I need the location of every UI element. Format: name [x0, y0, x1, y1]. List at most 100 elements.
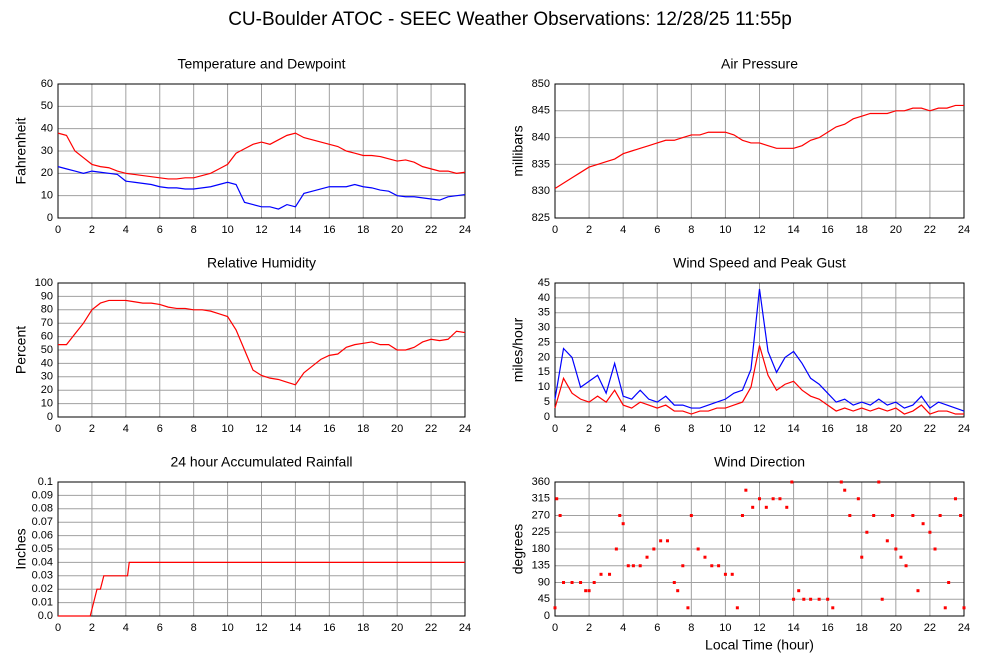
y-tick-label: 0.08 [32, 503, 53, 515]
y-tick-label: 830 [532, 185, 550, 197]
data-point [740, 514, 744, 517]
x-tick-label: 24 [459, 224, 471, 236]
x-tick-label: 0 [552, 622, 558, 634]
chart-title: 24 hour Accumulated Rainfall [170, 454, 352, 470]
y-tick-label: 360 [532, 476, 550, 488]
y-tick-label: 0 [47, 411, 53, 423]
data-point [943, 606, 947, 610]
data-point [562, 581, 566, 584]
data-point [599, 572, 603, 576]
data-point [938, 514, 942, 517]
x-tick-label: 14 [289, 224, 301, 236]
x-tick-label: 18 [357, 423, 369, 435]
data-point [672, 581, 676, 584]
y-tick-label: 35 [538, 307, 550, 319]
data-point [592, 581, 596, 584]
x-tick-label: 8 [688, 224, 694, 236]
data-point [848, 514, 852, 517]
x-tick-label: 24 [459, 423, 471, 435]
x-tick-label: 6 [654, 622, 660, 634]
data-point [587, 589, 591, 593]
x-tick-label: 18 [856, 423, 868, 435]
y-tick-label: 10 [538, 381, 550, 393]
x-tick-label: 12 [753, 622, 765, 634]
x-tick-label: 14 [289, 622, 301, 634]
data-line [57, 132, 466, 180]
data-point [758, 497, 761, 501]
data-point [802, 597, 806, 601]
y-tick-label: 70 [41, 317, 53, 329]
data-point [730, 572, 734, 576]
data-point [872, 514, 876, 517]
y-tick-label: 270 [532, 509, 550, 521]
y-tick-label: 840 [532, 132, 550, 144]
y-tick-label: 0.06 [32, 530, 53, 542]
x-tick-label: 24 [958, 224, 970, 236]
data-point [676, 589, 680, 593]
data-point [555, 497, 559, 501]
data-point [751, 505, 755, 509]
x-tick-label: 2 [586, 423, 592, 435]
x-tick-label: 10 [719, 622, 731, 634]
y-tick-label: 10 [41, 398, 53, 410]
data-point [792, 597, 796, 601]
data-point [579, 581, 583, 584]
x-tick-label: 22 [924, 423, 936, 435]
data-point [696, 547, 700, 551]
x-tick-label: 18 [856, 622, 868, 634]
x-tick-label: 2 [89, 622, 95, 634]
data-point [831, 606, 835, 610]
data-point [686, 606, 690, 610]
x-tick-label: 6 [654, 423, 660, 435]
x-tick-label: 16 [323, 423, 335, 435]
data-point [735, 606, 739, 610]
y-tick-label: 0 [544, 411, 550, 423]
x-tick-label: 12 [753, 224, 765, 236]
data-point [659, 539, 663, 543]
x-tick-label: 22 [924, 622, 936, 634]
data-point [778, 497, 782, 501]
data-point [717, 564, 721, 568]
data-point [856, 497, 860, 501]
x-tick-label: 8 [191, 224, 197, 236]
page-title: CU-Boulder ATOC - SEEC Weather Observati… [228, 9, 792, 30]
x-tick-label: 10 [221, 224, 233, 236]
data-point [645, 555, 649, 559]
data-point [771, 497, 775, 501]
x-tick-label: 10 [221, 423, 233, 435]
x-tick-label: 2 [89, 224, 95, 236]
x-tick-label: 20 [890, 423, 902, 435]
chart-title: Wind Speed and Peak Gust [673, 255, 846, 271]
y-tick-label: 90 [538, 576, 550, 588]
x-tick-label: 0 [55, 224, 61, 236]
y-tick-label: 30 [41, 371, 53, 383]
data-line [58, 561, 465, 617]
x-tick-label: 0 [552, 224, 558, 236]
y-tick-label: 845 [532, 105, 550, 117]
y-tick-label: 80 [41, 304, 53, 316]
x-tick-label: 20 [391, 224, 403, 236]
data-point [877, 480, 881, 484]
y-tick-label: 0.03 [32, 570, 53, 582]
x-tick-label: 24 [958, 622, 970, 634]
y-tick-label: 180 [532, 543, 550, 555]
x-tick-label: 10 [719, 224, 731, 236]
y-tick-label: 225 [532, 526, 550, 538]
data-point [947, 581, 951, 584]
data-point [904, 564, 908, 568]
x-tick-label: 24 [958, 423, 970, 435]
data-point [817, 597, 821, 601]
x-tick-label: 6 [157, 224, 163, 236]
x-tick-label: 4 [123, 622, 129, 634]
x-tick-label: 16 [323, 622, 335, 634]
x-tick-label: 14 [289, 423, 301, 435]
y-axis-label: Percent [13, 326, 29, 374]
y-tick-label: 0.04 [32, 556, 53, 568]
data-point [839, 480, 843, 484]
x-tick-label: 24 [459, 622, 471, 634]
x-tick-label: 20 [890, 622, 902, 634]
x-tick-label: 10 [221, 622, 233, 634]
data-point [865, 530, 869, 534]
plot-frame [57, 282, 466, 418]
